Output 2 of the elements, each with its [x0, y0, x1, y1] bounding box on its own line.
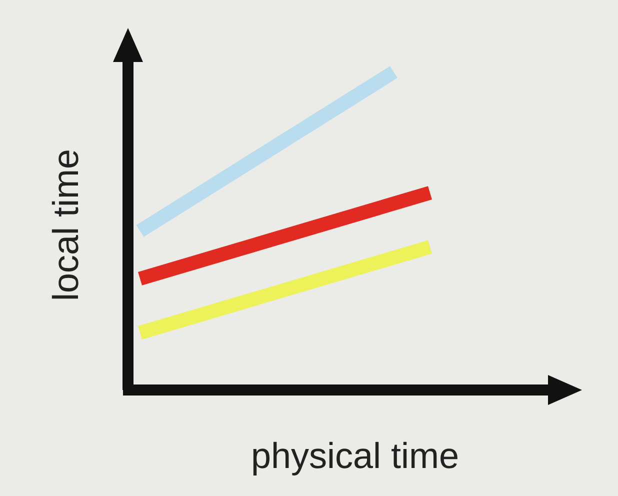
y-axis-title: local time	[45, 148, 86, 302]
x-axis-title: physical time	[250, 435, 460, 476]
